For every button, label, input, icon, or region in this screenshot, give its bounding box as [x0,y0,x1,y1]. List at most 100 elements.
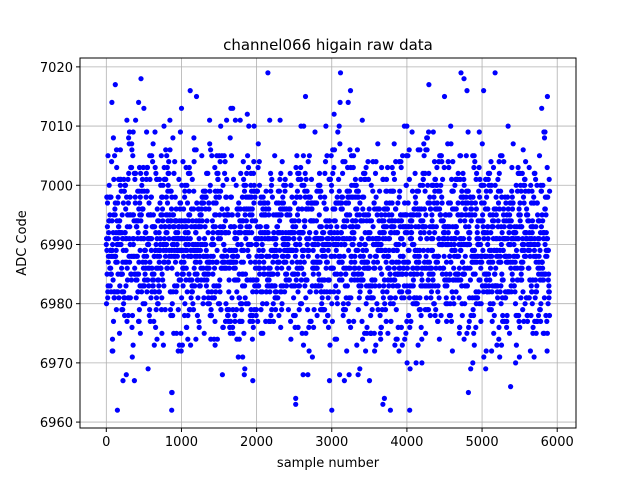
data-point [427,312,433,319]
data-point [392,295,398,301]
data-point [472,212,478,218]
data-point [332,253,338,259]
data-point [310,247,316,253]
data-point [462,218,468,224]
data-point [251,159,257,165]
data-point [240,354,246,360]
data-point [278,170,284,176]
data-point [121,301,127,307]
data-point [413,200,419,206]
data-point [461,271,468,277]
data-point [210,236,216,242]
data-point [159,330,165,336]
data-point [304,241,310,248]
data-point [357,366,363,372]
data-point [426,82,432,88]
data-point [537,307,543,313]
data-point [164,200,171,206]
data-point [291,230,297,236]
data-point [165,265,171,271]
data-point [243,182,249,188]
data-point [187,170,193,176]
data-point [201,200,207,206]
data-point [418,230,424,236]
data-point [397,188,403,194]
data-point [404,230,410,236]
data-point [110,277,116,283]
data-point [398,164,404,171]
data-point [390,259,396,265]
data-point [275,295,281,301]
data-point [337,99,343,105]
data-point [129,141,135,147]
data-point [395,283,401,289]
x-tick-label: 4000 [390,435,423,450]
data-point [297,241,303,248]
data-point [336,188,342,194]
data-point [373,194,379,200]
data-point [346,318,352,324]
data-point [396,194,402,200]
data-point [287,170,293,176]
data-point [426,170,432,176]
data-point [459,188,465,194]
data-point [252,194,258,200]
data-point [496,206,502,212]
data-point [201,330,207,336]
data-point [481,354,487,360]
data-point [151,271,157,277]
data-point [233,182,239,188]
data-point [138,218,144,224]
data-point [353,182,359,188]
data-point [394,336,400,342]
data-point [185,218,192,224]
data-point [372,348,378,354]
data-point [212,224,218,230]
data-point [359,236,365,242]
data-point [493,194,499,200]
y-tick-label: 6990 [40,238,73,253]
data-point [291,236,297,242]
data-point [120,200,126,206]
data-point [439,200,445,206]
data-point [213,289,219,295]
data-point [471,247,478,253]
data-point [512,289,518,295]
data-point [472,200,478,206]
data-point [155,277,162,283]
data-point [222,218,228,224]
data-point [272,283,278,289]
data-point [104,224,110,230]
data-point [248,194,254,200]
data-point [154,206,160,212]
data-point [117,283,123,289]
x-tick-label: 1000 [165,435,198,450]
data-point [175,307,181,313]
data-point [153,241,159,248]
data-point [540,218,546,224]
data-point [513,247,520,253]
data-point [130,153,136,159]
data-point [233,307,240,313]
data-point [373,253,379,259]
data-point [295,324,301,330]
data-point [196,318,202,324]
data-point [160,218,166,224]
data-point [336,176,342,182]
data-point [337,141,343,147]
data-point [366,265,372,271]
data-point [327,241,333,248]
data-point [136,271,142,277]
data-point [198,212,204,218]
data-point [350,224,356,230]
data-point [273,307,279,313]
data-point [190,218,196,224]
data-point [135,289,141,295]
data-point [127,194,133,200]
data-point [221,153,227,159]
data-point [231,253,237,259]
data-point [460,170,466,176]
data-point [441,164,447,171]
data-point [146,312,152,319]
data-point [268,312,274,319]
